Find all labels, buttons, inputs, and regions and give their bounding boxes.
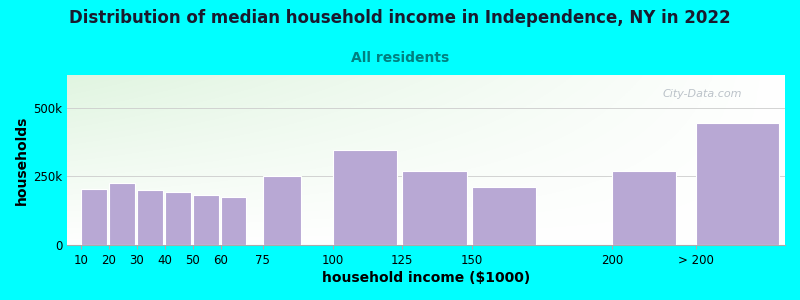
Bar: [165, 192, 190, 245]
Bar: [221, 197, 246, 245]
Bar: [333, 150, 397, 245]
Bar: [612, 171, 676, 245]
Bar: [193, 195, 218, 245]
Y-axis label: households: households: [15, 115, 29, 205]
Bar: [696, 123, 779, 245]
Text: City-Data.com: City-Data.com: [663, 88, 742, 99]
Bar: [402, 171, 466, 245]
Text: All residents: All residents: [351, 51, 449, 65]
Bar: [81, 189, 107, 245]
Bar: [472, 187, 537, 245]
X-axis label: household income ($1000): household income ($1000): [322, 271, 530, 285]
Bar: [109, 183, 134, 245]
Bar: [137, 190, 162, 245]
Bar: [262, 176, 302, 245]
Text: Distribution of median household income in Independence, NY in 2022: Distribution of median household income …: [69, 9, 731, 27]
